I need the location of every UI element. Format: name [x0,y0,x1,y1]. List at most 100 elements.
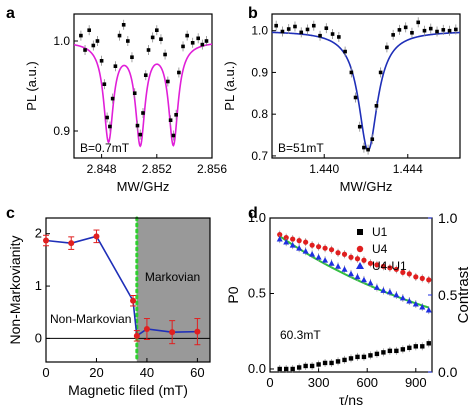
panel-a-data-point [99,59,104,63]
panel-a-data-point [181,44,185,49]
panel-a-data-point [185,33,189,38]
panel-c-data-point [194,328,201,335]
panel-d-field-annotation: 60.3mT [280,328,321,342]
panel-label-b: b [248,5,258,22]
panel-d-point-u1 [348,356,354,361]
panel-d-legend-marker [357,229,363,235]
panel-c-x-axis-label: Magnetic filed (mT) [68,382,188,398]
panel-a-data-point [83,48,87,52]
panel-b-data-point [293,24,297,29]
panel-a-data-point [79,33,83,38]
panel-d-point-u1 [296,365,302,370]
panel-c-non-markovian-label: Non-Markovian [50,312,131,326]
panel-d-point-u4 [328,247,335,253]
panel-b-data-point [353,95,358,100]
panel-b-data-point [391,33,395,37]
panel-d-point-u4-u1 [367,279,374,286]
panel-a-data-point [159,37,163,41]
panel-d-y2-tick-label: 0.5 [438,287,458,303]
panel-d-point-u4-u1 [386,288,393,295]
panel-d-y2-axis-label: Contrast [455,266,472,324]
panel-d-point-u4 [393,266,399,272]
panel-d-point-u4 [303,239,309,245]
panel-d-point-u1 [387,348,393,354]
panel-b-x-tick-label: 1.440 [309,162,339,176]
panel-b-data-point [362,145,366,150]
panel-c-plot-frame [45,217,211,363]
panel-a-data-point [113,64,118,68]
panel-d-point-u4-u1 [296,244,303,251]
panel-a-data-point [95,39,100,43]
panel-d-point-u4 [380,263,386,269]
panel-a-data-point [171,133,176,138]
panel-c-data-point [169,329,176,336]
panel-d-point-u4 [387,265,393,271]
panel-a-data-point [130,55,134,59]
panel-d-point-u4-u1 [289,241,296,248]
panel-d-point-u4-u1 [354,273,361,280]
panel-d-point-u1 [335,359,341,364]
panel-b-data-point [280,29,285,34]
panel-a-data-point [121,23,126,27]
panel-c-x-tick-label: 0 [42,365,49,380]
panel-d-y-tick-label: 1.0 [248,210,266,225]
panel-d-point-u1 [322,360,328,366]
panel-d-point-u1 [407,345,412,351]
panel-b-data-point [374,104,379,108]
panel-c-y-tick-label: 2 [35,226,42,241]
panel-a-data-point [143,73,148,77]
panel-c-data-point [133,332,140,339]
panel-d-point-u4 [296,238,302,244]
panel-d-point-u4 [426,277,432,283]
panel-d-point-u4 [354,256,361,262]
panel-c-series-line [45,235,198,338]
panel-a-x-axis-label: MW/GHz [117,179,170,194]
panel-d-point-u4 [309,242,315,248]
panel-d-point-u1 [374,351,380,357]
panel-b-data-point [410,30,414,35]
panel-d-point-u4 [283,235,289,241]
panel-d-point-u1 [400,347,406,352]
panel-a-x-tick-label: 2.852 [142,162,172,176]
panel-d-point-u4-u1 [360,276,367,283]
panel-d-point-u4-u1 [302,248,309,254]
panel-d-point-u1 [284,366,289,372]
panel-d-y-tick-label: 0.5 [248,285,266,300]
panel-a-data-point [102,82,107,86]
panel-d-point-u4-u1 [406,297,413,304]
panel-label-d: d [248,205,258,222]
panel-b-data-point [397,28,402,32]
panel-d-point-u1 [420,344,425,349]
panel-b-data-point [337,35,341,39]
panel-d-point-u4-u1 [328,260,335,266]
panel-b-odmr-chart: 1.440 1.444 1.0 0.9 0.8 0.7 MW/GHz PL (a.u.) B=5… [222,13,461,194]
panel-d-point-u1 [368,353,373,358]
panel-c-data-point [93,233,100,240]
panel-a-data-point [141,111,145,115]
panel-d-point-u1 [413,344,418,349]
panel-a-fit-curve [73,43,213,148]
panel-b-data-point [378,70,383,75]
panel-d-x-tick-label: 900 [405,375,427,390]
panel-d-point-u4-u1 [373,284,380,290]
panel-d-legend-marker [356,262,364,269]
panel-b-y-tick-label: 0.8 [251,107,268,121]
panel-d-y-tick-label: 0.0 [248,361,266,376]
panel-b-data-point [357,124,362,129]
panel-b-fit-curve [271,31,461,152]
panel-a-y-tick-label: 0.9 [53,124,70,138]
panel-b-data-point [385,45,389,50]
panel-d-point-u1 [329,360,334,366]
panel-b-x-tick-label: 1.444 [393,162,423,176]
panel-a-data-point [110,96,115,101]
panel-d-point-u4-u1 [335,263,342,269]
panel-d-x-tick-label: 300 [308,375,330,390]
panel-b-data-point [447,28,452,33]
panel-d-point-u4 [400,269,406,275]
panel-b-plot-frame [271,13,461,159]
panel-a-data-point [135,123,140,128]
panel-d-y2-tick-label: 0.0 [438,364,458,380]
panel-a-data-point [138,132,143,137]
panel-d-legend-label: U1 [372,225,388,239]
panel-a-data-point [91,43,96,48]
